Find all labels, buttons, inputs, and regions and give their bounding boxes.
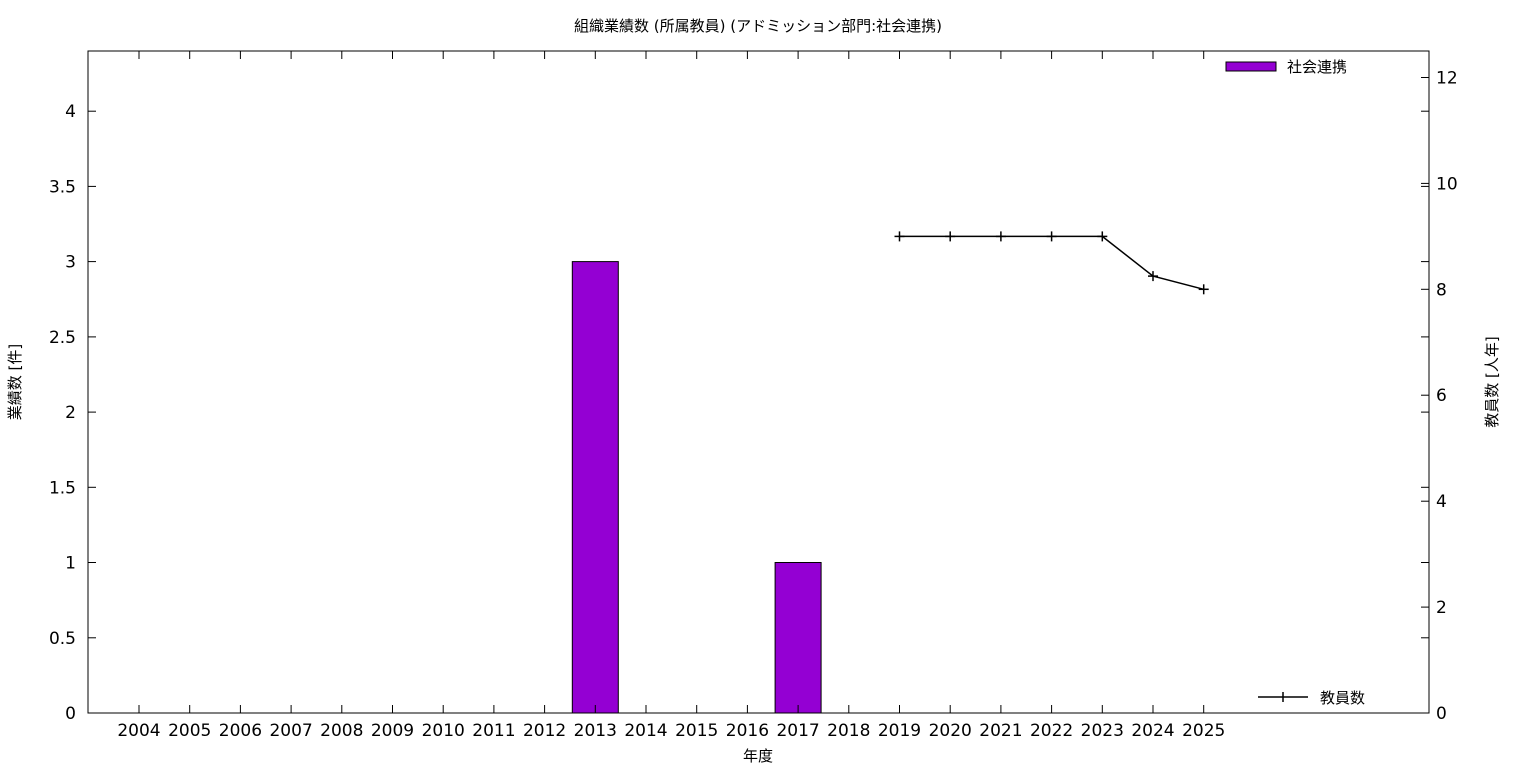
y2-tick-label-10: 10 (1436, 174, 1458, 194)
y-tick-label-3: 3 (65, 253, 76, 273)
bar-2013 (571, 261, 619, 714)
x-tick-label-2024: 2024 (1131, 721, 1174, 741)
plot-frame (87, 50, 1430, 714)
line-layer (894, 231, 1209, 295)
x-tick-label-2008: 2008 (320, 721, 363, 741)
x-tick-label-2014: 2014 (624, 721, 667, 741)
y2-tick-label-2: 2 (1436, 598, 1447, 618)
x-tick-label-2006: 2006 (219, 721, 262, 741)
x-tick-label-2004: 2004 (117, 721, 160, 741)
x-tick-label-2010: 2010 (422, 721, 465, 741)
y2-tick-label-12: 12 (1436, 69, 1458, 89)
x-tick-label-2020: 2020 (929, 721, 972, 741)
x-tick-label-2023: 2023 (1081, 721, 1124, 741)
x-tick-label-2016: 2016 (726, 721, 769, 741)
y-tick-label-1.5: 1.5 (49, 478, 76, 498)
labels-layer: 0 0.5 1 1.5 2 2.5 3 3.5 4 0 2 4 6 8 10 12 2004 2005 2006 20… (49, 69, 1458, 742)
x-tick-label-2017: 2017 (776, 721, 819, 741)
x-tick-label-2015: 2015 (675, 721, 718, 741)
legend-line-label: 教員数 (1320, 689, 1365, 707)
teacher-count-line (899, 235, 1204, 291)
legend-bar: 社会連携 (1225, 58, 1347, 76)
chart-title: 組織業績数 (所属教員) (アドミッション部門:社会連携) (574, 17, 942, 35)
x-axis-title: 年度 (743, 747, 773, 765)
x-tick-label-2018: 2018 (827, 721, 870, 741)
legend-bar-swatch (1225, 61, 1277, 72)
y-tick-label-1: 1 (65, 554, 76, 574)
x-tick-label-2013: 2013 (574, 721, 617, 741)
y2-tick-label-8: 8 (1436, 280, 1447, 300)
bar-2017 (774, 562, 822, 714)
y2-axis-title: 教員数 [人年] (1483, 336, 1501, 427)
y-tick-label-4: 4 (65, 102, 76, 122)
y2-tick-label-0: 0 (1436, 704, 1447, 724)
x-tick-label-2025: 2025 (1182, 721, 1225, 741)
x-tick-label-2012: 2012 (523, 721, 566, 741)
y-tick-label-2.5: 2.5 (49, 328, 76, 348)
ticks-layer (88, 51, 1429, 714)
x-tick-label-2011: 2011 (472, 721, 515, 741)
x-tick-label-2007: 2007 (269, 721, 312, 741)
legend-line: 教員数 (1258, 689, 1365, 707)
x-tick-label-2005: 2005 (168, 721, 211, 741)
x-tick-label-2021: 2021 (979, 721, 1022, 741)
legend-bar-label: 社会連携 (1287, 58, 1347, 76)
x-tick-label-2009: 2009 (371, 721, 414, 741)
y-tick-label-2: 2 (65, 403, 76, 423)
y-axis-title: 業績数 [件] (6, 344, 24, 420)
y2-tick-label-4: 4 (1436, 492, 1447, 512)
y-tick-label-0: 0 (65, 704, 76, 724)
x-tick-label-2022: 2022 (1030, 721, 1073, 741)
x-tick-label-2019: 2019 (878, 721, 921, 741)
y-tick-label-3.5: 3.5 (49, 177, 76, 197)
y2-tick-label-6: 6 (1436, 386, 1447, 406)
y-tick-label-0.5: 0.5 (49, 629, 76, 649)
bars-layer (571, 261, 822, 714)
